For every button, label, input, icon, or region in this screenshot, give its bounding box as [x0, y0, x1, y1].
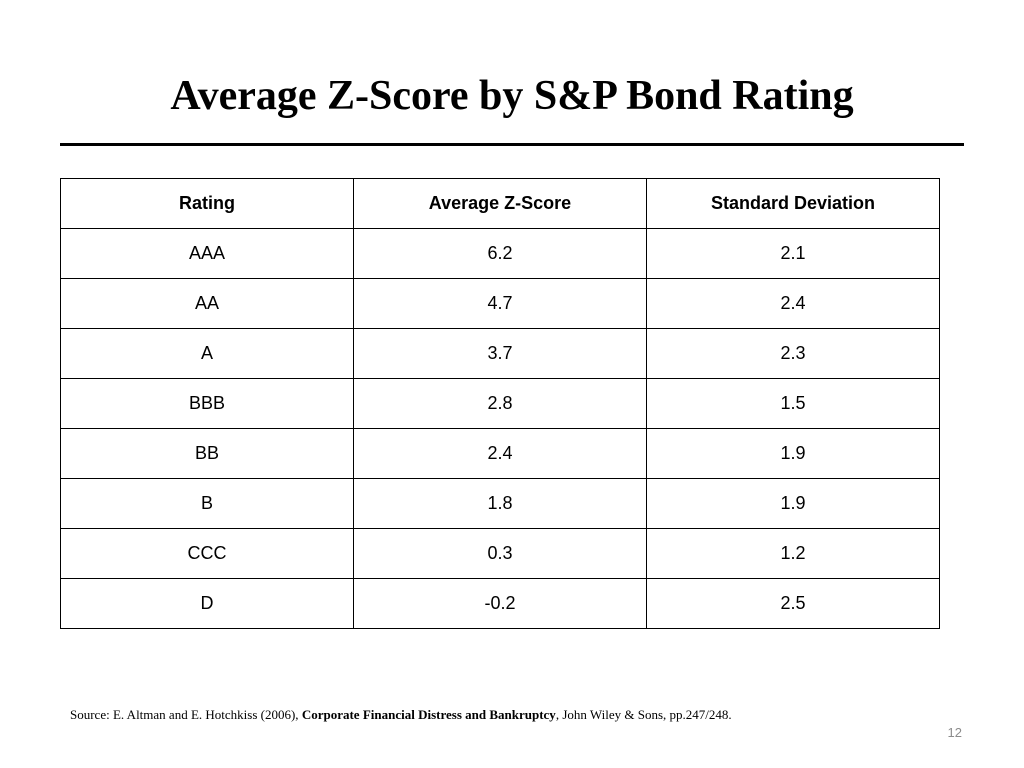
standard-deviation-cell: 2.5: [646, 578, 940, 629]
slide-title: Average Z-Score by S&P Bond Rating: [170, 73, 854, 119]
rating-cell: AA: [60, 278, 354, 329]
table-row: AAA 6.2 2.1: [60, 228, 940, 279]
average-z-score-cell: 2.8: [353, 378, 647, 429]
table-row: CCC 0.3 1.2: [60, 528, 940, 579]
rating-cell: B: [60, 478, 354, 529]
average-z-score-cell: -0.2: [353, 578, 647, 629]
average-z-score-cell: 4.7: [353, 278, 647, 329]
standard-deviation-cell: 1.9: [646, 428, 940, 479]
source-prefix: Source: E. Altman and E. Hotchkiss (2006…: [70, 707, 302, 722]
rating-cell: D: [60, 578, 354, 629]
source-citation: Source: E. Altman and E. Hotchkiss (2006…: [70, 706, 732, 724]
zscore-table: Rating Average Z-Score Standard Deviatio…: [60, 178, 940, 629]
source-suffix: , John Wiley & Sons, pp.247/248.: [555, 707, 732, 722]
table-header-row: Rating Average Z-Score Standard Deviatio…: [60, 178, 940, 229]
rating-cell: BBB: [60, 378, 354, 429]
table-row: BB 2.4 1.9: [60, 428, 940, 479]
column-header-rating: Rating: [60, 178, 354, 229]
rating-cell: AAA: [60, 228, 354, 279]
table-row: BBB 2.8 1.5: [60, 378, 940, 429]
table-row: A 3.7 2.3: [60, 328, 940, 379]
title-divider: [60, 143, 964, 146]
page-number: 12: [947, 725, 962, 740]
average-z-score-cell: 0.3: [353, 528, 647, 579]
column-header-standard-deviation: Standard Deviation: [646, 178, 940, 229]
source-book-title: Corporate Financial Distress and Bankrup…: [301, 707, 556, 722]
rating-cell: CCC: [60, 528, 354, 579]
table-row: B 1.8 1.9: [60, 478, 940, 529]
standard-deviation-cell: 1.2: [646, 528, 940, 579]
column-header-average-z-score: Average Z-Score: [353, 178, 647, 229]
average-z-score-cell: 1.8: [353, 478, 647, 529]
table-row: AA 4.7 2.4: [60, 278, 940, 329]
rating-cell: BB: [60, 428, 354, 479]
average-z-score-cell: 6.2: [353, 228, 647, 279]
standard-deviation-cell: 2.4: [646, 278, 940, 329]
standard-deviation-cell: 2.3: [646, 328, 940, 379]
table-row: D -0.2 2.5: [60, 578, 940, 629]
standard-deviation-cell: 1.5: [646, 378, 940, 429]
standard-deviation-cell: 2.1: [646, 228, 940, 279]
standard-deviation-cell: 1.9: [646, 478, 940, 529]
rating-cell: A: [60, 328, 354, 379]
average-z-score-cell: 2.4: [353, 428, 647, 479]
average-z-score-cell: 3.7: [353, 328, 647, 379]
